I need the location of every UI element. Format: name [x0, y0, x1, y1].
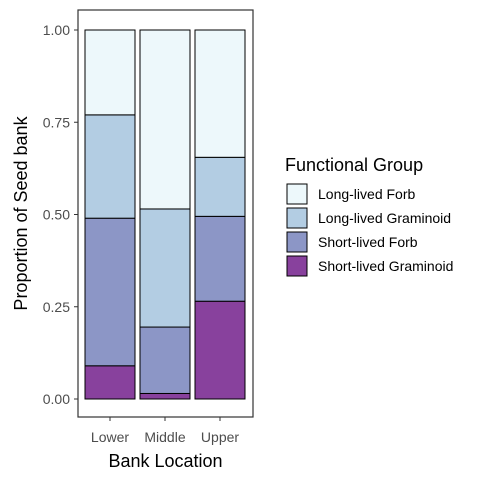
legend-key-long-lived-graminoid — [286, 207, 308, 229]
y-axis-title: Proportion of Seed bank — [11, 115, 31, 310]
x-tick-label: Lower — [91, 429, 129, 445]
y-tick-label: 1.00 — [43, 22, 70, 38]
x-axis-title: Bank Location — [108, 451, 222, 471]
bar-segment-upper-short-lived-graminoid — [194, 300, 246, 400]
bar-segment-upper-long-lived-forb — [194, 29, 246, 158]
x-axis: Lower Middle Upper — [91, 417, 239, 445]
bar-segment-lower-long-lived-graminoid — [84, 114, 136, 219]
legend-key-long-lived-forb — [286, 183, 308, 205]
bar-segment-middle-short-lived-forb — [139, 326, 191, 394]
y-tick-label: 0.50 — [43, 207, 70, 223]
bars-layer — [84, 29, 246, 400]
bar-segment-middle-long-lived-graminoid — [139, 208, 191, 328]
legend-label-short-lived-forb: Short-lived Forb — [318, 234, 418, 250]
bar-segment-lower-short-lived-graminoid — [84, 365, 136, 400]
y-axis: 0.00 0.25 0.50 0.75 1.00 — [43, 22, 78, 407]
legend: Functional Group Long-lived Forb Long-liv… — [285, 155, 453, 277]
x-tick-label: Middle — [144, 429, 185, 445]
bar-segment-lower-short-lived-forb — [84, 217, 136, 367]
legend-label-long-lived-graminoid: Long-lived Graminoid — [318, 210, 451, 226]
y-tick-label: 0.25 — [43, 299, 70, 315]
bar-segment-lower-long-lived-forb — [84, 29, 136, 116]
x-tick-label: Upper — [201, 429, 239, 445]
bar-segment-upper-short-lived-forb — [194, 215, 246, 302]
bar-segment-upper-long-lived-graminoid — [194, 156, 246, 217]
bar-segment-middle-long-lived-forb — [139, 29, 191, 210]
y-tick-label: 0.75 — [43, 114, 70, 130]
legend-label-long-lived-forb: Long-lived Forb — [318, 186, 415, 202]
legend-label-short-lived-graminoid: Short-lived Graminoid — [318, 258, 453, 274]
legend-key-short-lived-forb — [286, 231, 308, 253]
legend-title: Functional Group — [285, 155, 423, 175]
legend-key-short-lived-graminoid — [286, 255, 308, 277]
y-tick-label: 0.00 — [43, 391, 70, 407]
bar-segment-middle-short-lived-graminoid — [139, 392, 191, 400]
